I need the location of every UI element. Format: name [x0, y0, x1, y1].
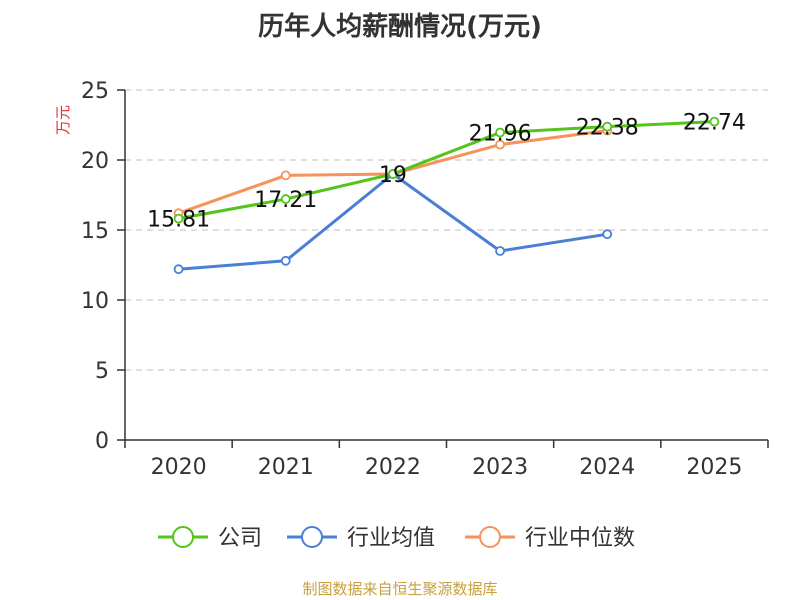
series-line-1	[178, 172, 608, 271]
x-tick-label: 2024	[579, 455, 635, 480]
legend-item-1[interactable]: 行业均值	[287, 526, 435, 551]
data-point	[495, 246, 505, 256]
data-label: 17.21	[254, 188, 317, 213]
source-note: 制图数据来自恒生聚源数据库	[302, 580, 498, 598]
x-tick-label: 2023	[472, 455, 528, 480]
y-tick-label: 25	[81, 79, 109, 104]
data-labels: 15.81 17.21 19 21.96 22.38 22.74	[147, 111, 746, 233]
data-point	[280, 255, 291, 266]
data-point	[173, 213, 184, 224]
y-tick-label: 15	[81, 219, 109, 244]
y-tick-label: 5	[95, 359, 109, 384]
data-point	[173, 264, 184, 275]
data-label: 19	[379, 163, 407, 188]
x-tick-label: 2022	[365, 455, 421, 480]
data-point	[280, 194, 291, 204]
y-tick-label: 10	[81, 289, 109, 314]
data-point	[709, 116, 720, 127]
data-label: 15.81	[147, 208, 210, 233]
data-point	[495, 127, 505, 138]
legend-marker	[172, 526, 194, 548]
legend[interactable]: 公司 行业均值 行业中位数	[158, 526, 635, 551]
data-point	[602, 121, 613, 132]
series-line-0	[178, 120, 715, 221]
series-lines	[173, 116, 720, 275]
legend-marker	[301, 526, 323, 548]
data-label: 21.96	[469, 122, 532, 147]
y-tick-label: 20	[81, 149, 109, 174]
x-tick-label: 2020	[151, 455, 207, 480]
y-tick-label: 0	[95, 429, 109, 454]
legend-marker	[479, 526, 501, 548]
x-tick-label: 2021	[258, 455, 314, 480]
legend-item-2[interactable]: 行业中位数	[465, 526, 635, 551]
legend-item-0[interactable]: 公司	[158, 526, 262, 551]
x-tick-label: 2025	[686, 455, 742, 480]
data-point	[602, 229, 613, 240]
data-point	[495, 139, 505, 150]
legend-label: 公司	[218, 526, 262, 551]
legend-label: 行业均值	[347, 526, 435, 551]
data-label: 22.74	[683, 111, 746, 136]
data-point	[280, 170, 291, 181]
grid-lines	[125, 89, 768, 371]
y-axis-label: 万元	[54, 105, 72, 135]
chart-title: 历年人均薪酬情况(万元)	[258, 12, 542, 42]
legend-label: 行业中位数	[525, 526, 635, 551]
data-label: 22.38	[576, 116, 639, 141]
data-point	[388, 169, 398, 179]
